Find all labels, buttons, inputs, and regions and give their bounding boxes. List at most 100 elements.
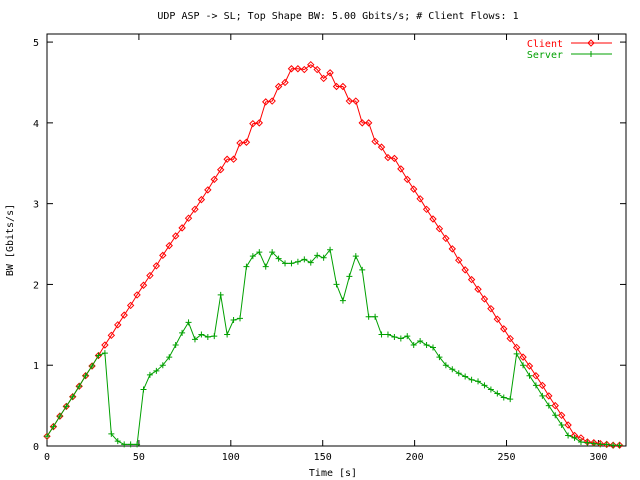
data-point-client — [493, 315, 502, 323]
data-point-client — [545, 392, 553, 400]
chart-title: UDP ASP -> SL; Top Shape BW: 5.00 Gbits/… — [157, 11, 518, 22]
data-point-server — [333, 281, 340, 288]
data-point-client — [448, 245, 457, 253]
y-tick-label: 4 — [33, 119, 39, 130]
data-point-server — [327, 246, 334, 253]
data-point-client — [274, 82, 283, 91]
x-axis-label: Time [s] — [309, 468, 357, 479]
data-point-client — [69, 393, 77, 401]
data-point-client — [319, 74, 328, 83]
data-point-server — [520, 362, 527, 369]
data-point-client — [114, 321, 122, 329]
data-point-client — [429, 215, 437, 223]
data-point-server — [146, 371, 153, 378]
legend-label-client: Client — [527, 39, 563, 50]
data-point-client — [281, 78, 289, 87]
data-point-client — [512, 343, 521, 352]
data-point-server — [101, 350, 108, 357]
data-point-client — [184, 214, 193, 222]
data-point-client — [397, 165, 405, 173]
data-point-client — [165, 241, 173, 250]
data-point-server — [204, 333, 211, 340]
y-tick-label: 5 — [33, 38, 39, 49]
x-tick-label: 0 — [44, 452, 50, 463]
data-point-server — [282, 260, 289, 267]
data-point-client — [249, 119, 257, 128]
data-point-client — [551, 401, 559, 410]
data-point-client — [422, 205, 431, 214]
data-point-client — [371, 137, 379, 146]
data-point-client — [409, 185, 418, 193]
data-point-client — [506, 334, 514, 343]
data-point-client — [197, 195, 206, 204]
data-point-server — [179, 329, 186, 336]
data-point-server — [417, 337, 424, 344]
data-point-client — [75, 382, 83, 390]
data-point-client — [242, 138, 251, 146]
data-point-client — [525, 362, 534, 370]
data-point-client — [62, 402, 71, 411]
data-point-client — [107, 331, 116, 340]
data-point-server — [134, 441, 141, 448]
data-point-client — [216, 166, 225, 174]
data-point-client — [345, 97, 354, 105]
data-point-client — [255, 119, 264, 127]
data-point-server — [513, 350, 520, 357]
data-point-server — [230, 316, 237, 323]
data-point-server — [423, 342, 430, 349]
data-point-server — [76, 383, 83, 390]
data-point-client — [88, 362, 96, 370]
data-point-server — [391, 333, 398, 340]
data-point-client — [384, 153, 392, 162]
y-axis-label: BW [Gbits/s] — [5, 204, 16, 276]
data-point-client — [56, 412, 64, 420]
data-point-server — [565, 432, 572, 439]
data-point-server — [468, 376, 475, 383]
data-point-server — [436, 354, 443, 361]
data-point-server — [378, 331, 385, 338]
axis-ticks: 0 50 100 150 200 250 300 0 1 2 3 4 5 — [33, 34, 626, 463]
data-point-server — [610, 442, 617, 449]
data-point-client — [326, 69, 334, 77]
data-point-client — [146, 271, 154, 280]
data-point-client — [126, 301, 135, 310]
data-point-client — [416, 195, 424, 203]
data-point-client — [178, 224, 186, 232]
data-point-server — [442, 362, 449, 369]
data-point-client — [500, 325, 508, 333]
series-layer — [43, 60, 624, 449]
data-point-client — [532, 372, 540, 380]
data-point-server — [597, 441, 604, 448]
data-point-server — [397, 335, 404, 342]
data-point-server — [275, 255, 282, 262]
data-point-client — [268, 97, 276, 105]
data-point-server — [50, 423, 57, 430]
data-point-client — [262, 98, 270, 106]
x-tick-label: 150 — [314, 452, 332, 463]
data-point-client — [120, 311, 128, 319]
series-line-server — [46, 248, 620, 446]
data-point-server — [320, 254, 327, 261]
data-point-server — [172, 342, 179, 349]
data-point-server — [475, 378, 482, 385]
data-point-server — [307, 259, 314, 266]
data-point-client — [287, 65, 296, 73]
data-point-client — [467, 275, 476, 284]
data-point-client — [390, 154, 399, 163]
data-point-client — [332, 82, 341, 91]
data-point-server — [314, 252, 321, 259]
data-point-server — [410, 342, 417, 349]
x-tick-label: 250 — [497, 452, 515, 463]
data-point-server — [462, 373, 469, 380]
data-point-server — [455, 370, 462, 377]
data-point-client — [339, 82, 347, 91]
data-point-server — [217, 291, 224, 298]
data-point-client — [294, 65, 302, 73]
data-point-server — [481, 382, 488, 389]
x-tick-label: 50 — [133, 452, 145, 463]
data-point-server — [243, 263, 250, 270]
data-point-client — [49, 422, 58, 431]
data-point-server — [526, 372, 533, 379]
